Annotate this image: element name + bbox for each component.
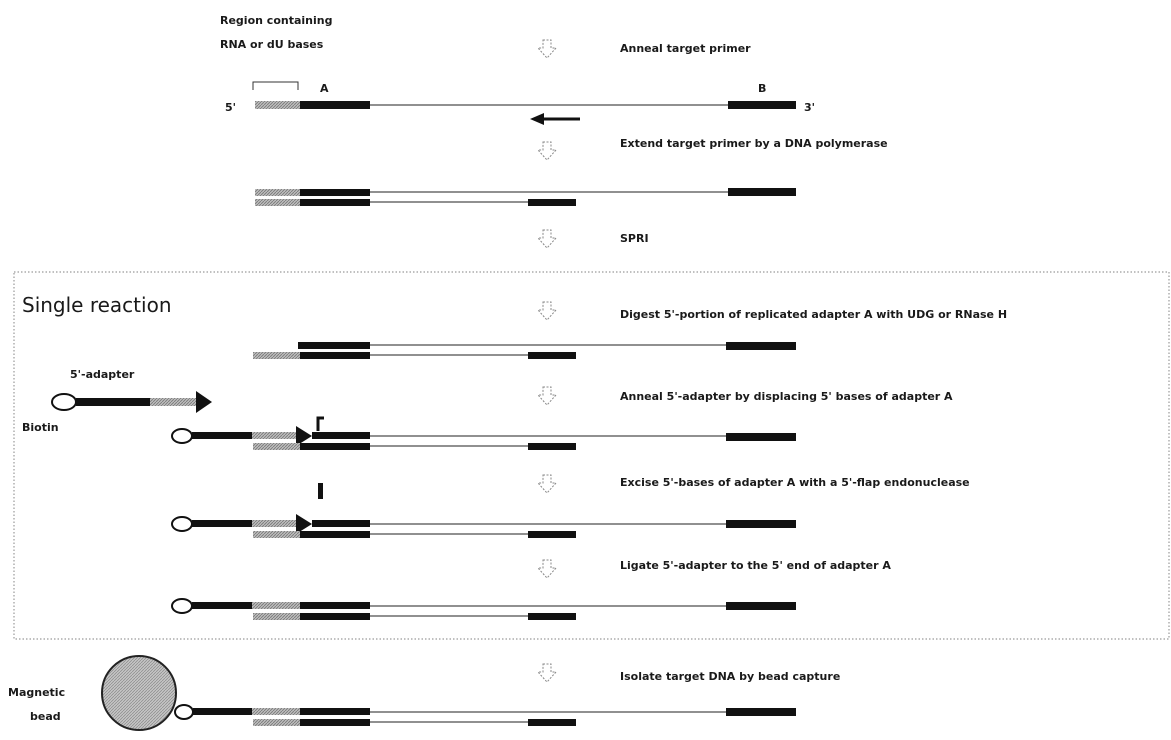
step-4-text: Digest 5'-portion of replicated adapter … — [620, 308, 1007, 321]
free-5-adapter: 5'-adapter Biotin — [22, 368, 212, 434]
down-arrow-icon — [538, 475, 556, 493]
biotin-circle — [172, 599, 192, 613]
three-prime-label: 3' — [804, 101, 815, 114]
down-arrow-icon — [538, 40, 556, 58]
magnetic-bead-label-line2: bead — [30, 710, 61, 723]
adapter-grey-segment — [252, 708, 300, 715]
row-excised — [172, 483, 796, 538]
adapter-a-block — [300, 189, 370, 196]
adapter-a-block-lower — [300, 719, 370, 726]
copied-adapter-a — [300, 199, 370, 206]
row-ligated — [172, 599, 796, 620]
primer-block — [528, 613, 576, 620]
adapter-a-block — [298, 342, 370, 349]
row-annealed — [172, 418, 796, 450]
adapter-b-label: B — [758, 82, 766, 95]
step-arrows — [538, 40, 556, 682]
adapter-a-block — [312, 432, 370, 439]
rna-region — [253, 531, 300, 538]
adapter-b-block — [726, 433, 796, 441]
magnetic-bead — [102, 656, 176, 730]
adapter-grey-segment — [150, 398, 196, 406]
five-prime-label: 5' — [225, 101, 236, 114]
rna-region — [253, 443, 300, 450]
step-3-text: SPRI — [620, 232, 649, 245]
primer-block — [528, 443, 576, 450]
adapter-b-block — [726, 342, 796, 350]
adapter-a-block — [300, 708, 370, 715]
primer-block — [528, 719, 576, 726]
magnetic-bead-label-line1: Magnetic — [8, 686, 65, 699]
step-6-text: Excise 5'-bases of adapter A with a 5'-f… — [620, 476, 970, 489]
adapter-a-block — [300, 101, 370, 109]
single-reaction-box — [14, 272, 1169, 639]
adapter-b-block — [726, 520, 796, 528]
rna-region — [255, 189, 300, 196]
primer-block — [528, 199, 576, 206]
biotin-circle — [175, 705, 193, 719]
primer-arrowhead — [530, 113, 544, 125]
step-7-text: Ligate 5'-adapter to the 5' end of adapt… — [620, 559, 891, 572]
step-labels: Anneal target primer Extend target prime… — [620, 42, 1007, 683]
row-digest — [253, 342, 796, 359]
adapter-arrowhead — [196, 391, 212, 413]
adapter-b-block — [726, 708, 796, 716]
step-5-text: Anneal 5'-adapter by displacing 5' bases… — [620, 390, 953, 403]
primer-block — [528, 352, 576, 359]
adapter-black-segment — [192, 602, 252, 609]
region-label-line2: RNA or dU bases — [220, 38, 324, 51]
biotin-circle — [172, 429, 192, 443]
five-adapter-label: 5'-adapter — [70, 368, 135, 381]
adapter-a-label: A — [320, 82, 329, 95]
region-label-line1: Region containing — [220, 14, 332, 27]
adapter-black-segment — [76, 398, 150, 406]
adapter-grey-segment — [252, 432, 298, 439]
down-arrow-icon — [538, 230, 556, 248]
down-arrow-icon — [538, 302, 556, 320]
adapter-a-block-lower — [300, 613, 370, 620]
single-reaction-label: Single reaction — [22, 293, 172, 317]
rna-region — [253, 719, 300, 726]
row-bead-capture: Magnetic bead — [8, 656, 796, 730]
step-8-text: Isolate target DNA by bead capture — [620, 670, 840, 683]
adapter-a-block — [300, 602, 370, 609]
region-bracket — [253, 82, 298, 90]
adapter-a-block-lower — [300, 352, 370, 359]
adapter-a-block-lower — [300, 443, 370, 450]
adapter-b-block — [726, 602, 796, 610]
row-extended — [255, 188, 796, 206]
adapter-black-segment — [192, 432, 252, 439]
step-2-text: Extend target primer by a DNA polymerase — [620, 137, 888, 150]
biotin-circle — [172, 517, 192, 531]
adapter-grey-segment — [252, 602, 300, 609]
down-arrow-icon — [538, 664, 556, 682]
biotin-label: Biotin — [22, 421, 59, 434]
rna-region — [255, 101, 300, 109]
down-arrow-icon — [538, 560, 556, 578]
adapter-grey-segment — [252, 520, 298, 527]
adapter-a-block — [312, 520, 370, 527]
copied-rna-region — [255, 199, 300, 206]
adapter-black-segment — [192, 520, 252, 527]
row-template: 5' A B 3' — [225, 82, 815, 125]
adapter-b-block — [728, 188, 796, 196]
adapter-b-block — [728, 101, 796, 109]
rna-region — [253, 352, 300, 359]
rna-region — [253, 613, 300, 620]
adapter-a-block-lower — [300, 531, 370, 538]
adapter-black-segment — [193, 708, 252, 715]
down-arrow-icon — [538, 387, 556, 405]
biotin-circle — [52, 394, 76, 410]
excised-flap — [318, 483, 323, 499]
primer-block — [528, 531, 576, 538]
step-1-text: Anneal target primer — [620, 42, 751, 55]
down-arrow-icon — [538, 142, 556, 160]
displaced-flap — [318, 418, 324, 431]
